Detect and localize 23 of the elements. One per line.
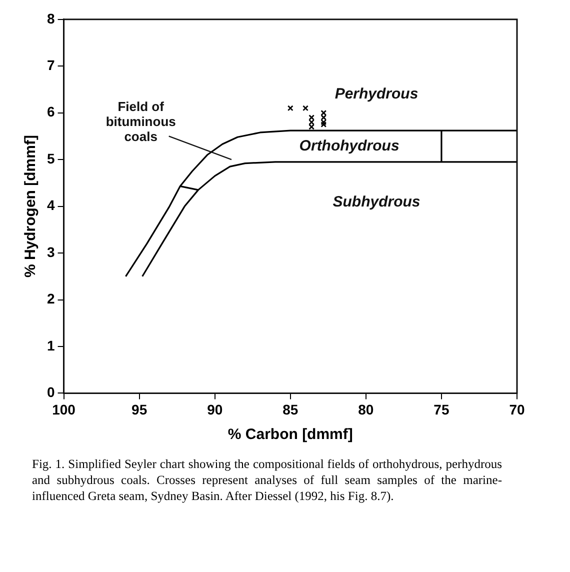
annotation: Perhydrous	[334, 85, 418, 102]
y-tick-label: 1	[46, 337, 55, 354]
y-tick-label: 0	[46, 384, 55, 400]
y-tick-label: 8	[46, 10, 55, 26]
x-axis-title: % Carbon [dmmf]	[228, 426, 353, 444]
annotation: Orthohydrous	[299, 138, 400, 155]
y-axis-title: % Hydrogen [dmmf]	[22, 135, 40, 278]
y-tick-label: 5	[46, 150, 55, 166]
x-tick-label: 90	[207, 401, 223, 418]
y-tick-label: 7	[46, 56, 55, 73]
x-tick-label: 70	[509, 401, 525, 418]
x-tick-label: 75	[434, 401, 450, 418]
annotation: Subhydrous	[332, 194, 420, 211]
x-tick-label: 95	[132, 401, 148, 418]
x-tick-label: 80	[358, 401, 374, 418]
y-tick-label: 6	[46, 104, 55, 120]
x-tick-label: 85	[282, 401, 298, 418]
caption: Fig. 1. Simplified Seyler chart showing the compositional fields of orthohydrous, perhydrous and subhydrous coals. Crosses represent analyses of full seam samples of the marine-influenced Greta seam, Sydney Basin. After Diessel (1992, his Fig. 8.7).	[32, 456, 502, 504]
x-tick-label: 100	[52, 401, 76, 418]
y-tick-label: 4	[46, 197, 55, 214]
y-tick-label: 2	[46, 290, 55, 307]
y-tick-label: 3	[46, 244, 55, 260]
annotation: Field of bituminous coals	[106, 98, 176, 144]
